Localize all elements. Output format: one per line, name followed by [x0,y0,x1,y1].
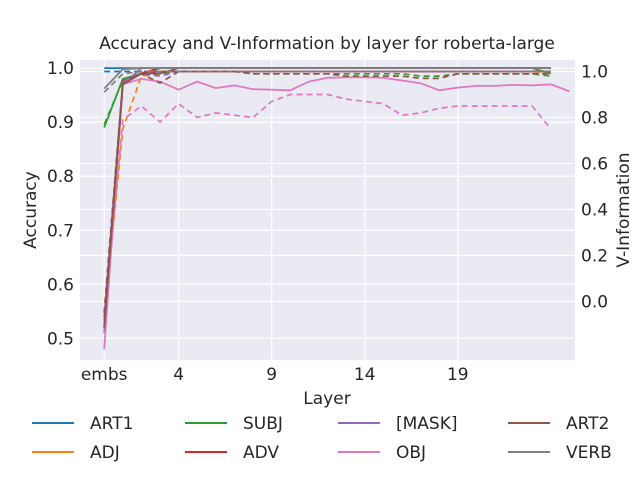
y-tick-label: 0.5 [47,329,74,349]
y2-tick-label: 0.2 [581,246,608,266]
legend-label-art1: ART1 [90,414,133,434]
y-tick-label: 0.9 [47,113,74,133]
legend-label-adj: ADJ [90,443,120,463]
y2-tick-label: 0.6 [581,154,608,174]
x-axis-label: Layer [303,389,350,409]
series-lines [103,67,570,350]
legend-label-art2: ART2 [566,414,609,434]
legend-label-adv: ADV [243,443,279,463]
x-tick-label: 19 [447,365,469,385]
y2-tick-label: 0.8 [581,108,608,128]
legend: ART1 ADJ SUBJ ADV [MASK] OBJ ART2 VERB [32,414,612,463]
y2-tick-label: 1.0 [581,62,608,82]
y2-tick-label: 0.0 [581,292,608,312]
y-tick-label: 0.7 [47,221,74,241]
y-tick-label: 0.8 [47,167,74,187]
y-tick-label: 1.0 [47,59,74,79]
tick-labels: embs 4 9 14 19 0.5 0.6 0.7 0.8 0.9 1.0 0.0 0.2 0.4 0.6… [47,59,608,385]
legend-label-mask: [MASK] [396,414,458,434]
y2-tick-label: 0.4 [581,200,608,220]
y2-axis-label: V-Information [614,152,634,267]
verb-accuracy-line [103,67,551,90]
legend-label-subj: SUBJ [243,414,283,434]
chart-title: Accuracy and V-Information by layer for … [99,34,555,54]
y-axis-label: Accuracy [21,171,41,249]
x-tick-label: 9 [266,365,277,385]
y-tick-label: 0.6 [47,275,74,295]
obj-accuracy-line [103,76,570,350]
x-tick-label: 14 [354,365,376,385]
x-tick-label: 4 [173,365,184,385]
legend-label-obj: OBJ [396,443,426,463]
x-tick-label: embs [81,365,128,385]
obj-vinfo-line [103,93,552,325]
verb-vinfo-line [103,70,551,93]
legend-label-verb: VERB [566,443,612,463]
